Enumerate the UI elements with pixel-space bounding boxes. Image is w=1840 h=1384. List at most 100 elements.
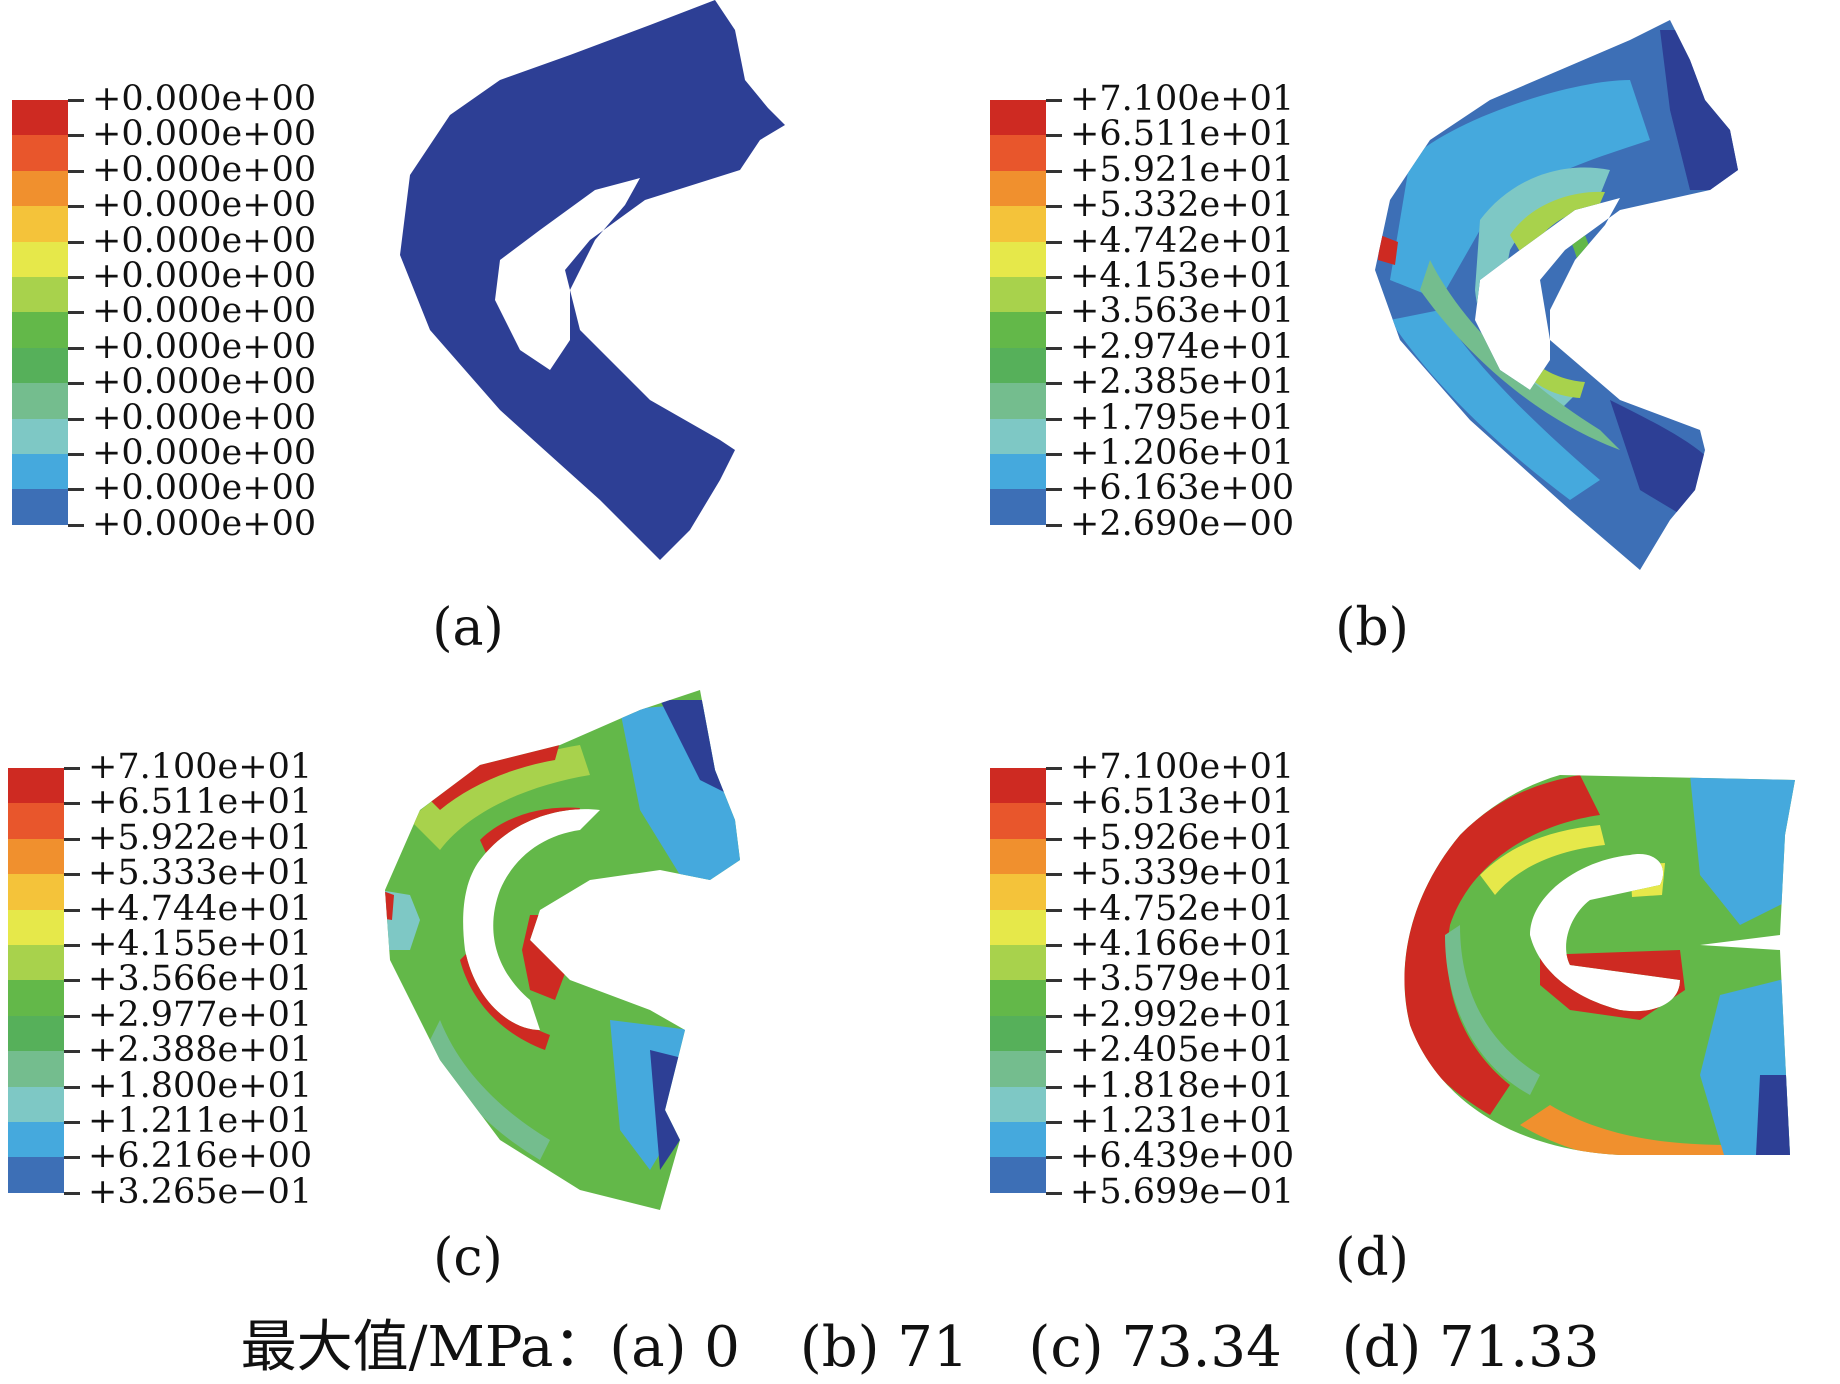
- legend-tick: [1046, 417, 1062, 421]
- legend-tick: [1046, 979, 1062, 983]
- legend-label: +5.922e+01: [88, 817, 313, 858]
- legend-label: +5.332e+01: [1070, 185, 1295, 226]
- legend-label: +7.100e+01: [88, 747, 313, 787]
- legend-label: +0.000e+00: [92, 503, 317, 544]
- legend-swatch: [990, 454, 1046, 490]
- legend-label: +0.000e+00: [92, 114, 317, 155]
- legend-label: +3.566e+01: [88, 959, 313, 1000]
- legend-label: +3.579e+01: [1070, 959, 1295, 1000]
- legend-swatch: [990, 277, 1046, 313]
- legend-label: +3.265e−01: [88, 1171, 313, 1212]
- legend-label: +4.752e+01: [1070, 888, 1295, 929]
- legend-tick: [68, 523, 84, 527]
- legend-label: +6.163e+00: [1070, 468, 1295, 509]
- legend-swatch: [12, 170, 68, 207]
- legend-tick: [64, 873, 80, 877]
- legend-label: +4.742e+01: [1070, 220, 1295, 261]
- legend-label: +2.385e+01: [1070, 362, 1295, 403]
- legend-swatch: [12, 206, 68, 242]
- legend-tick: [1046, 240, 1062, 244]
- footer-value-a: (a) 0: [609, 1315, 740, 1380]
- legend-tick: [68, 346, 84, 350]
- legend-swatch: [990, 945, 1046, 981]
- legend-label: +5.921e+01: [1070, 149, 1295, 190]
- legend-swatch: [12, 489, 68, 525]
- contour-shape-d: [1404, 775, 1796, 1155]
- legend-label: +0.000e+00: [92, 468, 317, 509]
- legend-label: +2.992e+01: [1070, 994, 1295, 1035]
- legend-swatch: [12, 135, 68, 171]
- legend-tick: [64, 1050, 80, 1054]
- legend-label: +0.000e+00: [92, 185, 317, 226]
- contour-region: [400, 0, 785, 560]
- legend-swatch: [8, 1086, 64, 1122]
- legend-swatch: [8, 1015, 64, 1052]
- legend-tick: [1046, 1050, 1062, 1054]
- legend-label: +6.511e+01: [88, 782, 313, 823]
- legend-tick: [1046, 837, 1062, 841]
- legend-label: +0.000e+00: [92, 362, 317, 403]
- legend-swatch: [990, 1051, 1046, 1087]
- legend-tick: [68, 311, 84, 315]
- legend-tick: [1046, 908, 1062, 912]
- legend-swatch: [12, 383, 68, 419]
- legend-swatch: [990, 874, 1046, 910]
- legend-swatch: [990, 135, 1046, 171]
- legend-swatch: [12, 100, 68, 136]
- legend-swatch: [990, 838, 1046, 875]
- legend-tick: [1046, 382, 1062, 386]
- legend-label: +0.000e+00: [92, 433, 317, 473]
- legend-tick: [68, 169, 84, 173]
- contour-field-b: [1375, 20, 1738, 570]
- legend-swatch: [990, 206, 1046, 242]
- legend-label: +2.977e+01: [88, 994, 313, 1035]
- legend-label: +6.439e+00: [1070, 1136, 1295, 1177]
- legend-label: +0.000e+00: [92, 326, 317, 367]
- legend-swatch: [990, 980, 1046, 1016]
- legend-label: +0.000e+00: [92, 291, 317, 332]
- legend-swatch: [8, 909, 64, 945]
- legend-swatch: [990, 312, 1046, 348]
- legend-swatch: [990, 383, 1046, 419]
- legend-swatch: [990, 347, 1046, 384]
- legend-label: +4.744e+01: [88, 888, 313, 929]
- legend-label: +0.000e+00: [92, 149, 317, 190]
- legend-tick: [1046, 99, 1062, 102]
- legend-swatch: [8, 980, 64, 1016]
- legend-tick: [64, 1085, 80, 1089]
- legend-label: +7.100e+01: [1070, 79, 1295, 119]
- legend-swatch: [990, 170, 1046, 207]
- legend-label: +1.818e+01: [1070, 1065, 1295, 1106]
- legend-label: +0.000e+00: [92, 79, 317, 119]
- legend-swatch: [990, 1122, 1046, 1158]
- legend-label: +1.206e+01: [1070, 433, 1295, 473]
- legend-label: +1.231e+01: [1070, 1101, 1295, 1141]
- legend-tick: [1046, 767, 1062, 770]
- legend-tick: [68, 453, 84, 456]
- legend-swatch: [8, 1051, 64, 1087]
- legend-label: +6.513e+01: [1070, 782, 1295, 823]
- legend-tick: [1046, 311, 1062, 315]
- legend-swatch: [990, 803, 1046, 839]
- legend-label: +5.339e+01: [1070, 853, 1295, 894]
- legend-label: +1.800e+01: [88, 1065, 313, 1106]
- legend-label: +6.511e+01: [1070, 114, 1295, 155]
- legend-label: +6.216e+00: [88, 1136, 313, 1177]
- legend-label: +3.563e+01: [1070, 291, 1295, 332]
- legend-label: +1.795e+01: [1070, 397, 1295, 438]
- legend-swatch: [12, 454, 68, 490]
- legend-swatch: [990, 241, 1046, 277]
- legend-tick: [68, 488, 84, 492]
- legend-tick: [64, 1121, 80, 1124]
- legend-tick: [1046, 944, 1062, 947]
- legend-swatch: [8, 874, 64, 910]
- legend-swatch: [12, 241, 68, 277]
- legend-swatch: [12, 277, 68, 313]
- legend-label: +5.699e−01: [1070, 1171, 1295, 1212]
- legend-tick: [64, 908, 80, 912]
- legend-tick: [1046, 1085, 1062, 1089]
- legend-swatch: [12, 312, 68, 348]
- legend-swatch: [990, 909, 1046, 945]
- legend-tick: [1046, 802, 1062, 806]
- max-value-footer: 最大值/MPa：(a) 0 (b) 71 (c) 73.34 (d) 71.33: [0, 1318, 1840, 1378]
